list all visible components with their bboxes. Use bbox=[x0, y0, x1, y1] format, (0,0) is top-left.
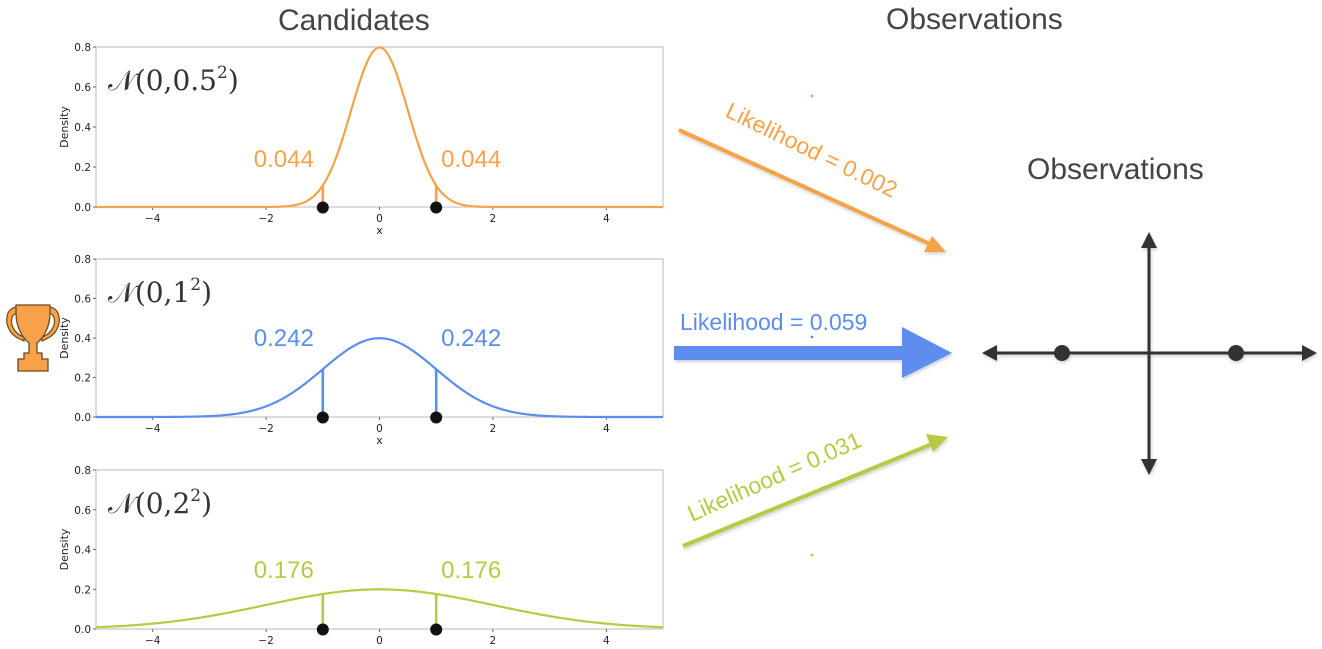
observation-point bbox=[1054, 345, 1070, 361]
trophy-icon bbox=[6, 304, 60, 372]
x-tick-label: 2 bbox=[490, 213, 497, 225]
observation-dot bbox=[316, 411, 329, 424]
y-tick-label: 0.2 bbox=[74, 373, 91, 385]
stray-dot bbox=[810, 335, 814, 339]
x-axis-label: x bbox=[376, 434, 383, 447]
y-tick-label: 0.4 bbox=[74, 545, 91, 557]
x-tick-label: −2 bbox=[258, 635, 273, 647]
x-tick-label: 0 bbox=[376, 423, 383, 435]
observation-dot bbox=[430, 623, 443, 636]
distribution-formula: 𝒩(0,12) bbox=[108, 275, 212, 309]
y-axis-label: Density bbox=[58, 528, 71, 570]
x-tick-label: −4 bbox=[145, 213, 161, 225]
stray-dot bbox=[810, 553, 814, 557]
observations-title: Observations bbox=[886, 3, 1063, 36]
arrow-up-icon bbox=[1141, 232, 1157, 248]
density-value-label: 0.176 bbox=[441, 557, 501, 584]
density-curve bbox=[96, 337, 663, 419]
observation-dot bbox=[316, 201, 329, 214]
x-tick-label: −4 bbox=[145, 423, 161, 435]
candidate-plot-sd-2: 0.0 0.2 0.4 0.6 0.8 −4 −2 0 2 4 Density 0.176 0.176 𝒩… bbox=[58, 465, 664, 647]
candidates-title: Candidates bbox=[278, 4, 430, 37]
y-tick-label: 0.0 bbox=[74, 624, 91, 636]
x-tick-label: 4 bbox=[603, 635, 610, 647]
y-tick-label: 0.2 bbox=[74, 162, 91, 174]
distribution-formula: 𝒩(0,22) bbox=[108, 486, 212, 520]
x-tick-label: 4 bbox=[603, 213, 610, 225]
x-tick-label: 0 bbox=[376, 635, 383, 647]
density-value-label: 0.242 bbox=[254, 325, 314, 352]
candidate-plot-sd-1: 0.0 0.2 0.4 0.6 0.8 −4 −2 0 2 4 Density x 0.242 0.242… bbox=[58, 254, 664, 447]
x-tick-label: 4 bbox=[603, 423, 610, 435]
likelihood-label-blue: Likelihood = 0.059 bbox=[680, 309, 867, 335]
density-curve bbox=[96, 46, 663, 209]
plot-frame bbox=[95, 46, 664, 208]
arrow-right-icon bbox=[1302, 345, 1317, 361]
density-curve bbox=[95, 588, 664, 629]
y-tick-label: 0.8 bbox=[74, 254, 91, 266]
y-tick-label: 0.0 bbox=[74, 412, 91, 424]
y-tick-label: 0.4 bbox=[74, 122, 91, 134]
x-tick-label: 0 bbox=[376, 213, 383, 225]
distribution-formula: 𝒩(0,0.52) bbox=[108, 63, 239, 97]
likelihood-label-green: Likelihood = 0.031 bbox=[683, 427, 865, 527]
observation-axes bbox=[982, 232, 1317, 475]
likelihood-arrow-blue bbox=[674, 327, 952, 378]
observation-point bbox=[1228, 345, 1244, 361]
likelihood-arrow-green bbox=[682, 434, 948, 548]
x-tick-label: 2 bbox=[490, 635, 497, 647]
y-tick-label: 0.2 bbox=[74, 584, 91, 596]
plot-frame bbox=[95, 469, 664, 630]
x-axis-label: x bbox=[376, 224, 383, 237]
x-tick-label: −2 bbox=[258, 213, 273, 225]
y-tick-label: 0.6 bbox=[74, 294, 91, 306]
observation-dot bbox=[430, 201, 443, 214]
stray-dot bbox=[810, 94, 814, 98]
y-tick-label: 0.4 bbox=[74, 333, 91, 345]
density-value-label: 0.044 bbox=[254, 146, 314, 173]
arrow-left-icon bbox=[982, 345, 997, 361]
y-tick-label: 0.6 bbox=[74, 82, 91, 94]
y-axis-label: Density bbox=[58, 106, 71, 148]
y-tick-label: 0.0 bbox=[74, 202, 91, 214]
y-axis-label: Density bbox=[58, 317, 71, 359]
observation-dot bbox=[430, 411, 443, 424]
density-value-label: 0.176 bbox=[254, 557, 314, 584]
x-tick-label: −2 bbox=[258, 423, 273, 435]
y-tick-label: 0.8 bbox=[74, 465, 91, 477]
x-tick-label: −4 bbox=[145, 635, 161, 647]
observations-panel-title: Observations bbox=[1027, 153, 1204, 186]
observation-dot bbox=[316, 623, 329, 636]
arrow-down-icon bbox=[1141, 459, 1157, 475]
y-tick-label: 0.6 bbox=[74, 505, 91, 517]
y-tick-label: 0.8 bbox=[74, 42, 91, 54]
density-value-label: 0.242 bbox=[441, 325, 501, 352]
density-value-label: 0.044 bbox=[441, 146, 501, 173]
likelihood-label-orange: Likelihood = 0.002 bbox=[722, 97, 902, 203]
candidate-plot-sd-0.5: 0.0 0.2 0.4 0.6 0.8 −4 −2 0 2 4 Density x 0.044 0.044… bbox=[58, 42, 664, 237]
likelihood-arrow-orange bbox=[678, 128, 946, 252]
x-tick-label: 2 bbox=[490, 423, 497, 435]
